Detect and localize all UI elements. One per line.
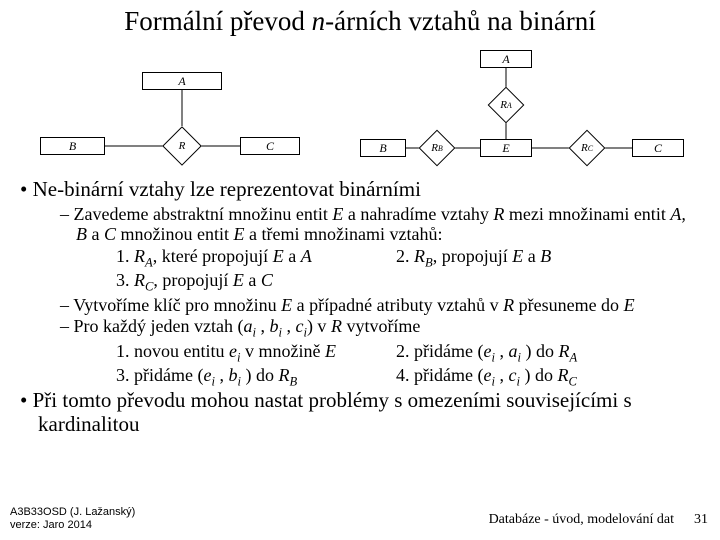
title-post: -árních vztahů na binární xyxy=(325,6,596,36)
entity-C-left: C xyxy=(240,137,300,155)
slide: Formální převod n-árních vztahů na binár… xyxy=(0,0,720,540)
sub-3: Pro každý jeden vztah (ai , bi , ci) v R… xyxy=(60,316,700,340)
bullet-2: Při tomto převodu mohou nastat problémy … xyxy=(20,389,700,437)
erd-right: A RA B RB E RC C xyxy=(360,42,710,172)
enum-1ab: 1. RA, které propojují E a A 2. RB, prop… xyxy=(116,246,700,270)
rel-RC: RC xyxy=(574,135,600,161)
rel-RA: RA xyxy=(493,92,519,118)
entity-A-right: A xyxy=(480,50,532,68)
rel-R-left: R xyxy=(168,132,196,160)
title-pre: Formální převod xyxy=(124,6,311,36)
body-text: Ne-binární vztahy lze reprezentovat biná… xyxy=(20,178,700,439)
sub-1: Zavedeme abstraktní množinu entit E a na… xyxy=(60,204,700,245)
title-n: n xyxy=(312,6,326,36)
entity-B-right: B xyxy=(360,139,406,157)
footer-right: Databáze - úvod, modelování dat xyxy=(489,512,674,528)
entity-E-right: E xyxy=(480,139,532,157)
enum-1c: 3. RC, propojují E a C xyxy=(116,270,700,294)
erd-left: A B C R xyxy=(30,60,300,170)
slide-title: Formální převod n-árních vztahů na binár… xyxy=(0,6,720,37)
page-number: 31 xyxy=(694,512,708,528)
bullet-1: Ne-binární vztahy lze reprezentovat biná… xyxy=(20,178,700,202)
enum-2cd: 3. přidáme (ei , bi ) do RB 4. přidáme (… xyxy=(116,365,700,389)
entity-C-right: C xyxy=(632,139,684,157)
footer-left-line1: A3B33OSD (J. Lažanský) xyxy=(10,506,135,519)
entity-A-left: A xyxy=(142,72,222,90)
entity-B-left: B xyxy=(40,137,105,155)
sub-2: Vytvoříme klíč pro množinu E a případné … xyxy=(60,295,700,316)
enum-2ab: 1. novou entitu ei v množině E 2. přidám… xyxy=(116,341,700,365)
footer-left: A3B33OSD (J. Lažanský) verze: Jaro 2014 xyxy=(10,506,135,532)
rel-RB: RB xyxy=(424,135,450,161)
footer-left-line2: verze: Jaro 2014 xyxy=(10,519,135,532)
